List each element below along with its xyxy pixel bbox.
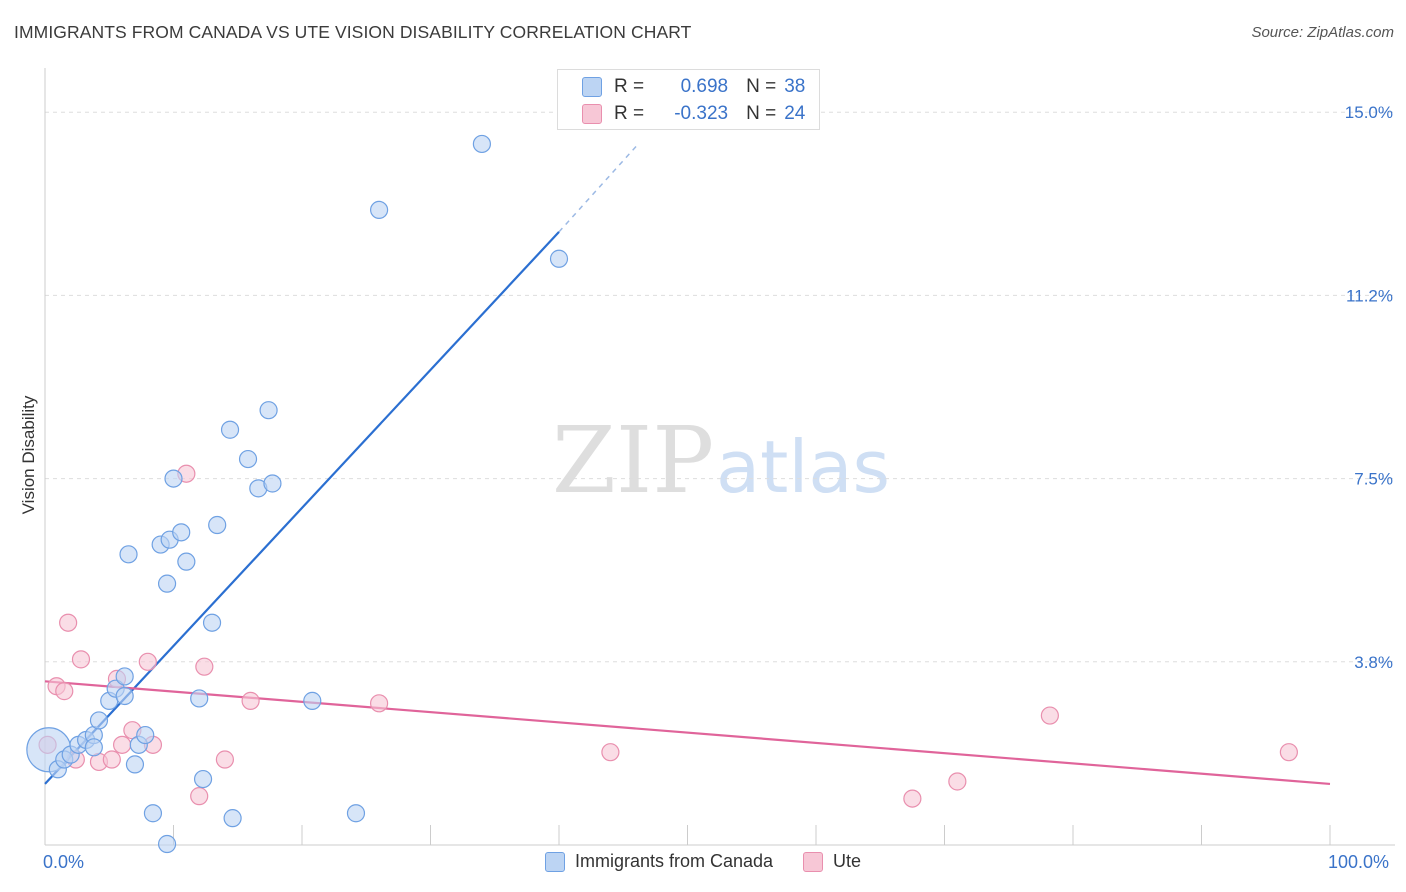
- point-canada: [157, 834, 177, 854]
- point-canada: [193, 769, 213, 789]
- point-ute: [112, 735, 132, 754]
- n-value-canada: 38: [784, 76, 806, 97]
- point-canada: [157, 574, 177, 593]
- r-label: R =: [614, 76, 645, 97]
- point-ute: [102, 750, 121, 769]
- point-ute: [55, 682, 74, 701]
- x-tick-min: 0.0%: [43, 852, 85, 872]
- chart-title: IMMIGRANTS FROM CANADA VS UTE VISION DIS…: [14, 22, 692, 42]
- point-ute: [138, 652, 157, 671]
- legend-item-ute[interactable]: Ute: [803, 851, 861, 872]
- legend-row-ute: R = -0.323 N = 24: [582, 101, 805, 127]
- point-canada: [223, 809, 242, 828]
- point-ute: [59, 613, 78, 632]
- n-value-ute: 24: [784, 103, 806, 124]
- watermark-atlas: atlas: [716, 425, 890, 509]
- series-legend: Immigrants from Canada Ute: [0, 851, 1406, 872]
- n-label: N =: [746, 103, 777, 124]
- watermark: ZIP atlas: [552, 407, 890, 514]
- watermark-zip: ZIP: [552, 407, 714, 514]
- data-points: [26, 134, 1298, 854]
- point-ute: [370, 694, 389, 713]
- axes: [44, 68, 1395, 846]
- point-canada: [208, 515, 227, 535]
- trend-line-ute: [44, 680, 1331, 786]
- point-ute: [190, 787, 209, 806]
- point-canada: [238, 449, 258, 469]
- point-ute: [195, 657, 214, 676]
- legend-swatch-canada: [544, 851, 565, 872]
- point-ute: [903, 789, 922, 808]
- legend-swatch-ute: [582, 104, 602, 124]
- x-tick-max: 100.0%: [1328, 852, 1390, 872]
- point-canada: [303, 691, 322, 710]
- source-note: Source: ZipAtlas.com: [1251, 24, 1394, 41]
- point-canada: [119, 545, 138, 564]
- legend-swatch-canada: [582, 77, 602, 97]
- point-ute: [1040, 706, 1059, 725]
- legend-label-canada: Immigrants from Canada: [574, 851, 774, 871]
- legend-swatch-ute: [803, 851, 824, 872]
- point-ute: [948, 772, 967, 791]
- y-tick-label: 11.2%: [1346, 286, 1393, 305]
- point-canada: [549, 249, 569, 268]
- r-label: R =: [614, 103, 645, 124]
- point-canada: [164, 469, 183, 488]
- point-canada: [346, 804, 366, 823]
- point-canada: [472, 134, 491, 154]
- y-tick-label: 3.8%: [1354, 653, 1393, 672]
- y-tick-label: 15.0%: [1345, 103, 1393, 122]
- gridlines: [45, 111, 1395, 663]
- y-tick-labels: 3.8% 7.5% 11.2% 15.0%: [1345, 103, 1393, 672]
- y-axis-label: Vision Disability: [19, 395, 38, 515]
- point-ute: [241, 691, 260, 710]
- point-canada: [84, 738, 103, 757]
- point-ute: [601, 743, 620, 762]
- r-value-ute: -0.323: [674, 103, 729, 124]
- point-ute: [71, 650, 91, 669]
- n-label: N =: [746, 76, 777, 97]
- point-canada: [220, 420, 240, 439]
- point-canada: [263, 474, 282, 493]
- point-canada: [177, 552, 196, 571]
- point-canada: [202, 613, 222, 632]
- correlation-legend: R = 0.698 N = 38 R = -0.323 N = 24: [557, 69, 820, 130]
- legend-item-canada[interactable]: Immigrants from Canada: [544, 851, 774, 872]
- point-canada: [89, 711, 109, 730]
- point-canada: [143, 804, 163, 823]
- trend-line-extension: [558, 145, 637, 233]
- point-ute: [215, 750, 234, 769]
- point-canada: [115, 667, 134, 686]
- point-canada: [115, 686, 134, 706]
- point-canada: [172, 523, 191, 542]
- r-value-canada: 0.698: [680, 76, 729, 97]
- y-tick-label: 7.5%: [1354, 470, 1393, 489]
- point-ute: [1279, 743, 1298, 762]
- legend-row-canada: R = 0.698 N = 38: [582, 74, 805, 100]
- point-canada: [125, 755, 145, 774]
- point-canada: [259, 401, 278, 420]
- point-canada: [190, 689, 209, 708]
- legend-label-ute: Ute: [833, 851, 862, 871]
- point-canada: [136, 725, 155, 745]
- point-canada: [370, 200, 389, 220]
